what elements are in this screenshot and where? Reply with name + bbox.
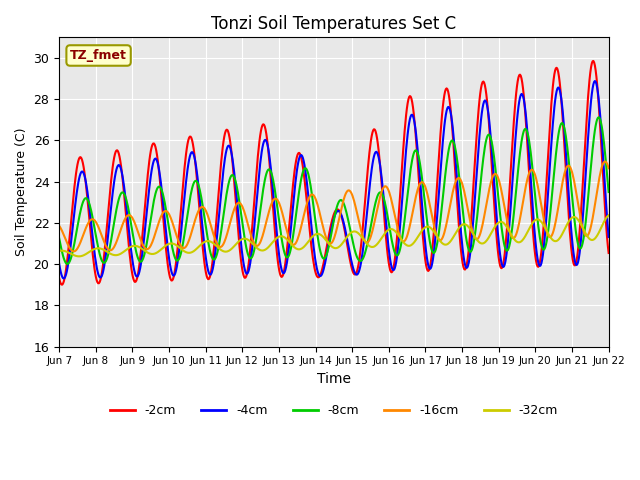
Legend: -2cm, -4cm, -8cm, -16cm, -32cm: -2cm, -4cm, -8cm, -16cm, -32cm: [105, 399, 563, 422]
Y-axis label: Soil Temperature (C): Soil Temperature (C): [15, 128, 28, 256]
Text: TZ_fmet: TZ_fmet: [70, 49, 127, 62]
X-axis label: Time: Time: [317, 372, 351, 386]
Title: Tonzi Soil Temperatures Set C: Tonzi Soil Temperatures Set C: [211, 15, 456, 33]
